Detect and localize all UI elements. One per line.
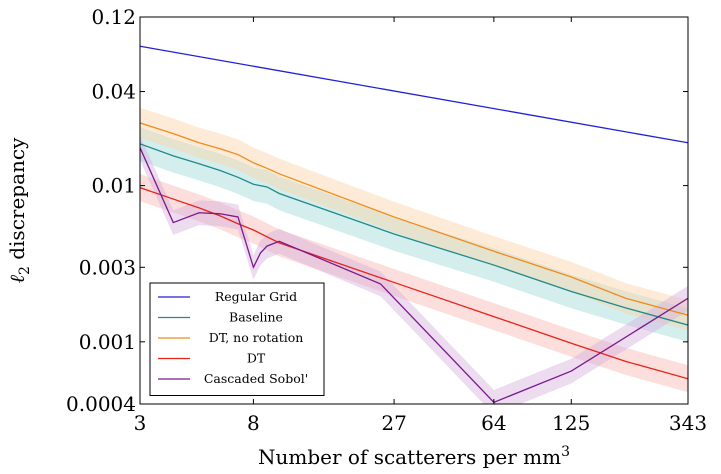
band-dt-no-rotation bbox=[140, 107, 688, 331]
band-dt bbox=[140, 174, 688, 393]
series-line-baseline bbox=[140, 143, 688, 326]
y-tick-label: 0.01 bbox=[91, 174, 136, 198]
legend-item: Regular Grid bbox=[158, 289, 297, 304]
y-tick-label: 0.003 bbox=[79, 255, 136, 279]
legend-label: Baseline bbox=[229, 310, 283, 325]
y-axis-label: ℓ2 discrepancy bbox=[5, 137, 33, 283]
series-lines bbox=[140, 45, 688, 404]
band-baseline bbox=[140, 127, 688, 342]
x-tick-label: 27 bbox=[381, 411, 406, 435]
y-tick-label: 0.04 bbox=[91, 80, 136, 104]
legend-label: DT, no rotation bbox=[209, 330, 304, 345]
x-tick-label: 8 bbox=[247, 411, 260, 435]
y-tick-label: 0.12 bbox=[91, 5, 136, 29]
legend: Regular Grid Baseline DT, no rotation DT Cas… bbox=[149, 282, 325, 396]
x-tick-label: 64 bbox=[481, 411, 506, 435]
series-line-dt-no-rotation bbox=[140, 122, 688, 316]
confidence-bands bbox=[140, 107, 688, 404]
y-axis-label-text: discrepancy bbox=[5, 137, 29, 266]
y-axis-label-symbol: ℓ bbox=[5, 274, 29, 283]
y-axis-label-subscript: 2 bbox=[17, 266, 33, 275]
legend-item: Cascaded Sobol' bbox=[158, 371, 308, 386]
x-axis-label: Number of scatterers per mm3 bbox=[258, 444, 570, 469]
series-line-cascaded-sobol bbox=[140, 147, 688, 404]
legend-item: Baseline bbox=[158, 310, 283, 325]
legend-label: DT bbox=[247, 351, 266, 366]
x-tick-label: 125 bbox=[552, 411, 590, 435]
series-line-regular-grid bbox=[140, 45, 688, 144]
x-axis-label-superscript: 3 bbox=[561, 444, 570, 460]
plot-frame bbox=[139, 16, 689, 405]
y-tick-label: 0.0004 bbox=[66, 392, 136, 416]
x-tick-label: 343 bbox=[669, 411, 707, 435]
axis-ticks: 3 8 27 64 125 343 0.0004 0.001 0.003 0.01 0.04 0.12 bbox=[66, 5, 707, 435]
legend-box bbox=[149, 282, 325, 396]
legend-label: Regular Grid bbox=[215, 289, 297, 304]
x-tick-label: 3 bbox=[134, 411, 147, 435]
series-line-dt bbox=[140, 187, 688, 380]
legend-item: DT, no rotation bbox=[158, 330, 303, 345]
legend-item: DT bbox=[158, 351, 266, 366]
y-tick-label: 0.001 bbox=[79, 330, 136, 354]
legend-label: Cascaded Sobol' bbox=[204, 371, 308, 386]
